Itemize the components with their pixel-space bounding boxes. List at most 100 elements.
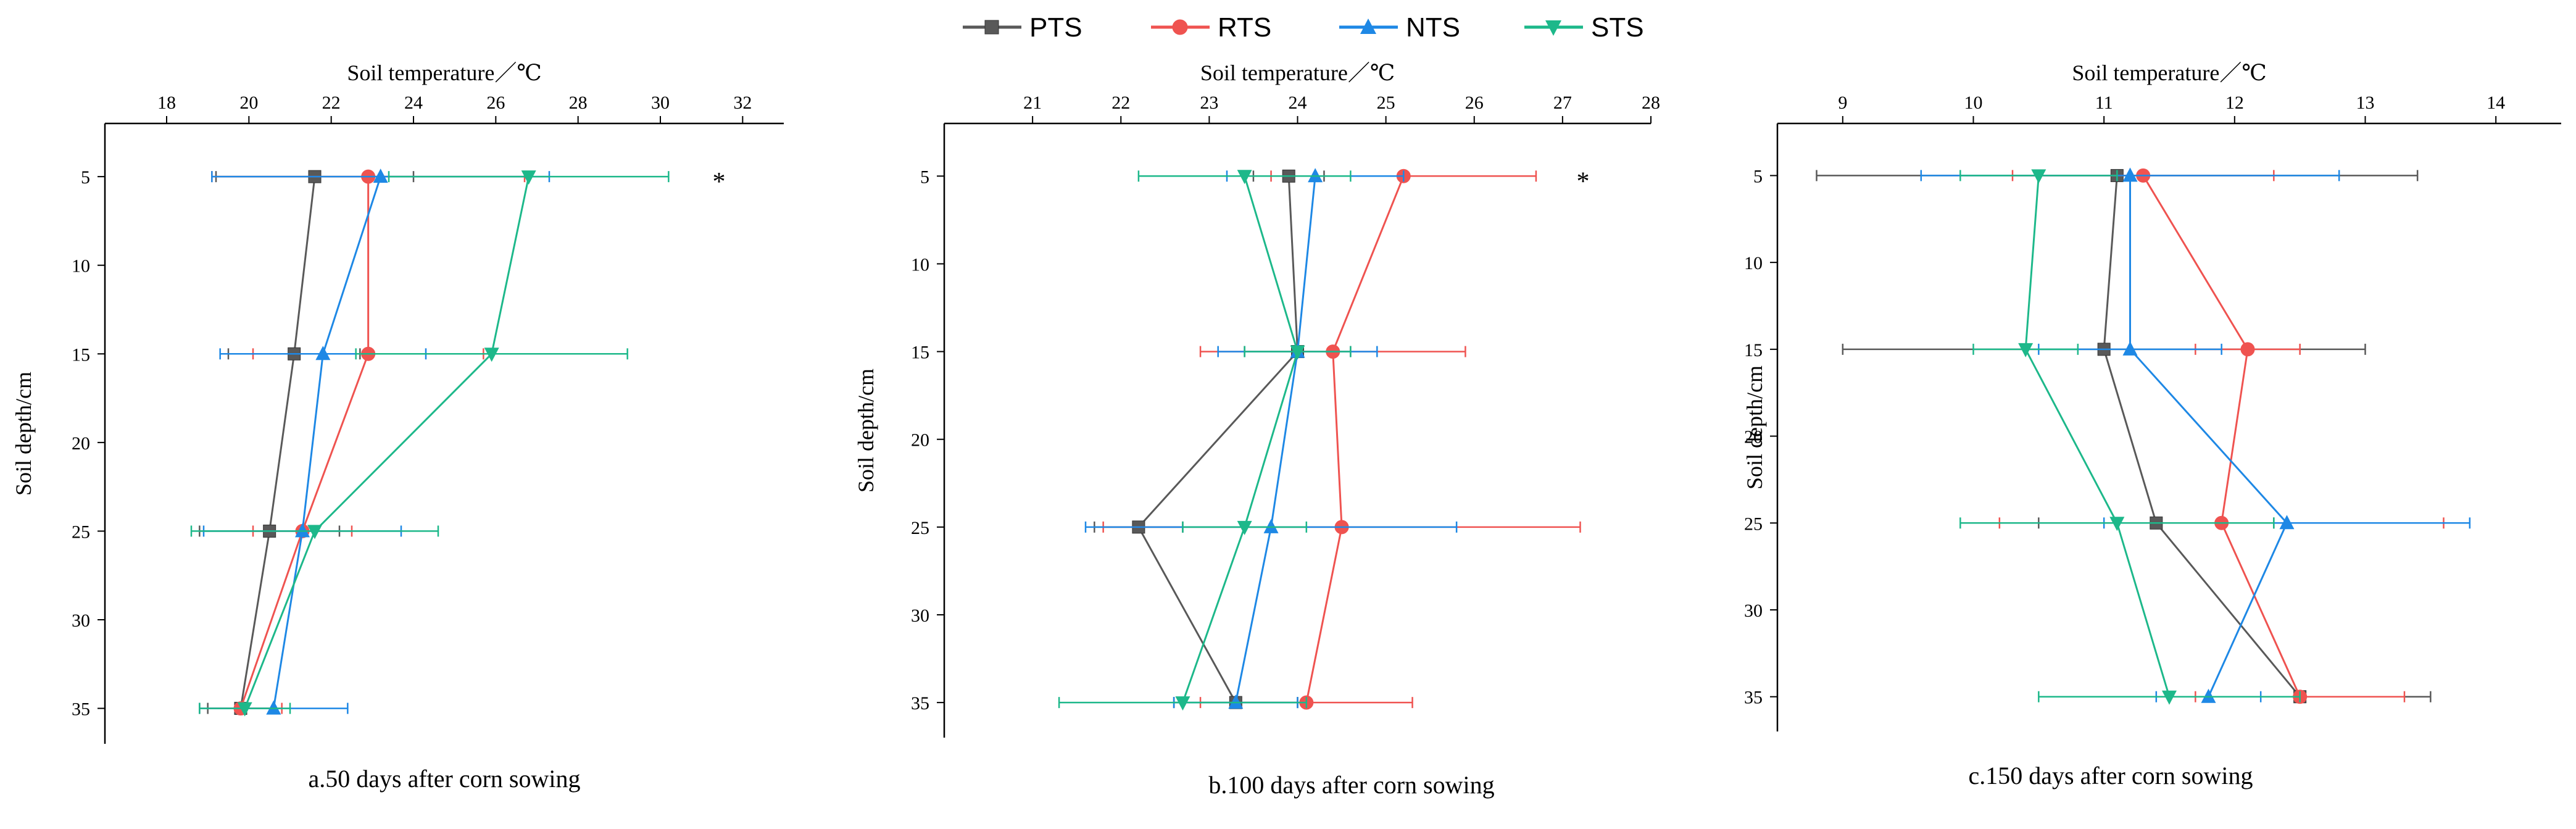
data-point-sts xyxy=(2162,690,2177,705)
y-tick-label: 35 xyxy=(72,699,90,720)
legend-label-sts: STS xyxy=(1591,12,1644,43)
x-axis-title: Soil temperature／℃ xyxy=(347,60,541,85)
y-tick-label: 25 xyxy=(911,518,929,538)
x-tick-label: 24 xyxy=(404,93,423,113)
y-tick-label: 35 xyxy=(1744,688,1763,708)
legend-marker-pts xyxy=(984,20,999,35)
x-tick-label: 30 xyxy=(651,93,670,113)
x-tick-label: 28 xyxy=(1642,93,1660,113)
significance-marker: * xyxy=(1577,167,1590,196)
x-tick-label: 26 xyxy=(1465,93,1484,113)
y-tick-label: 15 xyxy=(72,344,90,365)
data-point-sts xyxy=(2109,517,2125,531)
x-tick-label: 24 xyxy=(1289,93,1307,113)
legend-marker-nts xyxy=(1360,19,1376,34)
x-tick-label: 14 xyxy=(2487,93,2505,113)
x-axis-title: Soil temperature／℃ xyxy=(1200,60,1395,85)
x-tick-label: 25 xyxy=(1377,93,1395,113)
data-point-sts xyxy=(1175,696,1190,711)
x-tick-label: 23 xyxy=(1200,93,1218,113)
y-tick-label: 20 xyxy=(72,433,90,454)
x-axis-title: Soil temperature／℃ xyxy=(2072,60,2266,85)
legend-marker-rts xyxy=(1172,19,1188,35)
y-tick-label: 10 xyxy=(72,256,90,277)
significance-marker: * xyxy=(713,168,726,196)
legend-marker-sts xyxy=(1545,20,1561,36)
data-point-nts xyxy=(1308,168,1323,183)
data-point-nts xyxy=(315,346,331,360)
x-tick-label: 12 xyxy=(2225,93,2244,113)
y-tick-label: 25 xyxy=(1744,514,1763,534)
data-point-sts xyxy=(2018,343,2034,357)
data-point-sts xyxy=(1237,170,1252,185)
series-line-pts xyxy=(239,176,316,709)
data-point-rts xyxy=(2240,342,2255,357)
series-line-sts xyxy=(244,176,530,709)
y-tick-label: 20 xyxy=(911,430,929,451)
panel-caption: c.150 days after corn sowing xyxy=(1969,762,2253,789)
series-line-pts xyxy=(2103,175,2301,698)
legend: PTS RTS NTS STS xyxy=(963,12,1644,43)
x-tick-label: 21 xyxy=(1023,93,1042,113)
panel-c: 9 10 11 12 13 14 5 10 15 20 25 30 35 Soil temperature… xyxy=(1742,60,2561,789)
data-point-sts xyxy=(521,170,536,185)
x-tick-label: 28 xyxy=(569,93,588,113)
x-tick-label: 11 xyxy=(2095,93,2113,113)
series-line-nts xyxy=(1234,176,1316,703)
panel-caption: b.100 days after corn sowing xyxy=(1208,771,1494,799)
data-point-nts xyxy=(2201,688,2216,703)
x-tick-label: 32 xyxy=(733,93,752,113)
y-tick-label: 10 xyxy=(911,254,929,275)
data-point-nts xyxy=(1228,694,1244,709)
y-tick-label: 5 xyxy=(81,167,90,188)
panel-b: 21 22 23 24 25 26 27 28 5 10 15 20 25 30 35 Soil temper… xyxy=(854,60,1660,799)
data-point-sts xyxy=(1237,520,1252,535)
data-point-nts xyxy=(373,169,388,183)
x-tick-label: 22 xyxy=(1111,93,1130,113)
data-point-nts xyxy=(2279,515,2295,530)
x-tick-label: 18 xyxy=(157,93,176,113)
data-point-sts xyxy=(237,702,252,717)
y-tick-label: 25 xyxy=(72,522,90,542)
panel-caption: a.50 days after corn sowing xyxy=(309,765,581,793)
y-tick-label: 30 xyxy=(911,606,929,626)
x-tick-label: 27 xyxy=(1553,93,1572,113)
legend-label-nts: NTS xyxy=(1406,12,1460,43)
legend-label-rts: RTS xyxy=(1218,12,1271,43)
legend-label-pts: PTS xyxy=(1029,12,1082,43)
data-point-sts xyxy=(484,348,499,362)
y-tick-label: 5 xyxy=(1753,166,1763,186)
panel-a: 18 20 22 24 26 28 30 32 5 10 15 20 25 30 35 Soil temper… xyxy=(11,60,784,793)
y-tick-label: 35 xyxy=(911,693,929,714)
y-tick-label: 15 xyxy=(1744,340,1763,360)
data-point-nts xyxy=(2122,341,2138,356)
series-line-rts xyxy=(1305,175,1405,703)
data-point-sts xyxy=(1290,345,1305,360)
data-point-sts xyxy=(307,525,322,539)
x-tick-label: 26 xyxy=(486,93,505,113)
x-tick-label: 9 xyxy=(1838,93,1847,113)
x-tick-label: 20 xyxy=(239,93,258,113)
series-line-pts xyxy=(1137,176,1299,703)
data-point-nts xyxy=(266,700,281,715)
y-tick-label: 5 xyxy=(920,167,929,187)
series-line-sts xyxy=(2024,175,2171,698)
data-point-nts xyxy=(2122,167,2138,182)
data-point-nts xyxy=(295,523,310,538)
x-tick-label: 22 xyxy=(322,93,341,113)
y-tick-label: 30 xyxy=(72,610,90,631)
series-line-nts xyxy=(272,176,382,709)
series-line-rts xyxy=(239,177,370,709)
y-axis-title: Soil depth/cm xyxy=(854,369,878,493)
y-tick-label: 20 xyxy=(1744,427,1763,448)
y-axis-title: Soil depth/cm xyxy=(1742,365,1767,489)
y-axis-title: Soil depth/cm xyxy=(11,372,36,496)
series-line-rts xyxy=(2142,175,2301,698)
x-tick-label: 10 xyxy=(1964,93,1983,113)
data-point-sts xyxy=(2031,169,2046,184)
y-tick-label: 30 xyxy=(1744,601,1763,621)
x-tick-label: 13 xyxy=(2356,93,2375,113)
y-tick-label: 15 xyxy=(911,343,929,363)
